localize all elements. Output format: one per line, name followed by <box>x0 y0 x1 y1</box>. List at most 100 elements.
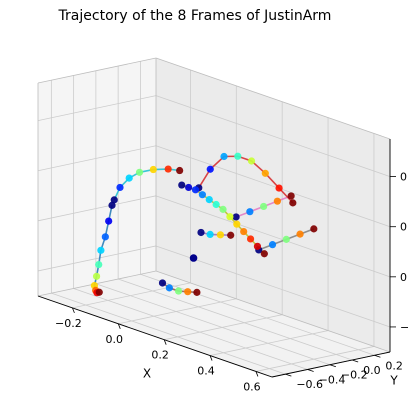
data-point <box>101 233 109 241</box>
y-tick-label: −0.6 <box>296 378 323 391</box>
y-tick-label: 0.2 <box>385 359 403 372</box>
data-point <box>273 197 281 205</box>
data-point <box>164 165 172 173</box>
y-tick <box>307 369 314 372</box>
data-point <box>174 287 183 295</box>
data-point <box>232 213 240 221</box>
data-point <box>206 165 214 173</box>
data-point <box>261 169 269 177</box>
data-point <box>206 230 214 238</box>
grid-line-z <box>155 195 391 278</box>
x-tick <box>72 307 75 314</box>
z-tick-label: −0.2 <box>400 321 408 334</box>
data-point <box>105 217 113 225</box>
y-axis-label: Y <box>389 374 398 388</box>
y-axis-line <box>271 351 391 378</box>
data-point <box>246 235 255 243</box>
data-point <box>95 288 103 296</box>
x-tick-label: 0.6 <box>243 380 261 393</box>
data-point <box>260 250 268 258</box>
grid-line-x <box>118 298 237 325</box>
x-tick-label: 0.0 <box>106 333 124 346</box>
data-point <box>287 192 295 200</box>
grid-line-z <box>37 145 157 172</box>
x-tick <box>163 339 167 345</box>
data-point <box>310 225 318 233</box>
grid-line-z <box>37 195 157 222</box>
data-point <box>253 242 262 250</box>
y-tick-label: −0.2 <box>341 369 368 382</box>
x-tick <box>209 355 213 361</box>
data-point <box>216 231 225 239</box>
data-point <box>176 166 184 175</box>
data-point <box>110 196 118 204</box>
data-point <box>233 220 241 228</box>
data-point <box>97 246 105 254</box>
data-point <box>135 168 144 176</box>
grid-line-z <box>155 95 391 177</box>
x-tick-label: 0.4 <box>197 365 215 378</box>
data-point <box>198 191 206 199</box>
y-tick <box>329 364 337 368</box>
data-point <box>116 183 124 192</box>
data-point <box>165 284 173 292</box>
y-tick-label: 0.0 <box>363 364 381 377</box>
y-tick-label: −0.4 <box>319 373 346 386</box>
data-point <box>149 165 157 174</box>
tick-labels: −0.20.00.20.40.6−0.6−0.4−0.20.00.2−0.20.… <box>55 171 408 394</box>
data-point <box>282 235 290 243</box>
z-tick-label: 0.4 <box>400 171 408 184</box>
data-point <box>296 230 304 238</box>
x-tick <box>117 323 121 329</box>
x-tick-label: −0.2 <box>55 317 82 330</box>
grid-line-y <box>118 278 353 361</box>
data-point <box>193 288 201 296</box>
z-tick-label: 0.2 <box>400 221 408 234</box>
data-point <box>234 152 242 160</box>
x-axis-line <box>37 295 273 378</box>
data-point <box>227 231 235 239</box>
pane-edge <box>155 270 391 353</box>
data-point <box>246 208 254 216</box>
data-point <box>158 279 167 287</box>
data-point <box>205 195 213 204</box>
data-point <box>108 201 116 209</box>
grid-line-x <box>255 346 375 372</box>
data-point <box>247 157 256 165</box>
data-point <box>125 174 133 182</box>
tick-marks <box>72 176 396 377</box>
pane-edge <box>155 57 391 140</box>
data-point <box>197 228 205 237</box>
grid-line-y <box>51 292 286 375</box>
grid-line-z <box>155 145 391 228</box>
data-point <box>275 184 283 192</box>
chart-title: Trajectory of the 8 Frames of JustinArm <box>58 8 332 24</box>
data-point <box>92 272 101 280</box>
data-point <box>178 181 186 189</box>
data-points <box>90 152 318 297</box>
grid-line-x <box>164 314 283 341</box>
axis-panes <box>38 58 390 377</box>
back-pane <box>156 58 390 352</box>
y-tick <box>374 354 381 358</box>
data-point <box>240 227 248 236</box>
data-point <box>185 183 193 192</box>
pane-edge <box>37 57 157 84</box>
grid-line-x <box>209 330 329 356</box>
data-point <box>289 199 297 207</box>
floor-pane <box>38 271 390 377</box>
grid-line-y <box>95 283 331 366</box>
data-point <box>219 205 227 213</box>
x-tick-label: 0.2 <box>151 349 169 362</box>
data-point <box>184 288 192 296</box>
axis-lines <box>37 57 391 378</box>
series-line <box>200 231 231 237</box>
grid-line-z <box>37 245 157 272</box>
x-axis-label: X <box>143 367 151 381</box>
side-pane <box>38 58 156 296</box>
grid-line-z <box>37 95 157 121</box>
x-tick <box>255 371 259 377</box>
data-point <box>260 202 268 211</box>
data-point <box>226 213 234 221</box>
